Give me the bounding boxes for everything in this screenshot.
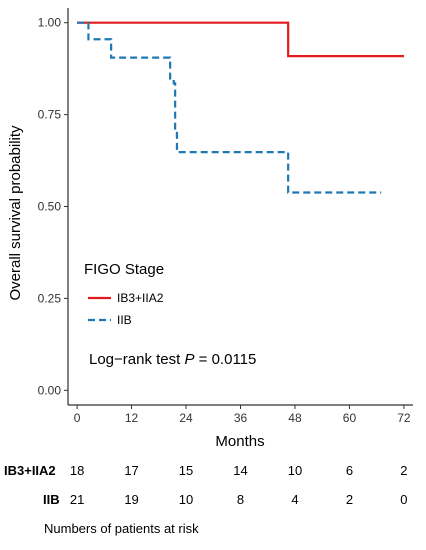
y-axis-title: Overall survival probability — [7, 125, 24, 301]
risk-cell: 10 — [288, 463, 302, 478]
risk-cell: 6 — [346, 463, 353, 478]
y-tick-label: 0.25 — [38, 291, 62, 305]
x-tick-label: 24 — [179, 411, 193, 425]
annotation-prefix: Log−rank test — [89, 351, 184, 368]
x-tick-label: 72 — [397, 411, 411, 425]
risk-table: IB3+IIA2 18 17 15 14 10 6 2 IIB 21 19 10 8 4 2 0 — [4, 463, 408, 507]
y-tick-label: 0.00 — [38, 383, 62, 397]
risk-row-name: IB3+IIA2 — [4, 463, 56, 478]
risk-cell: 21 — [70, 492, 84, 507]
annotation-suffix: = 0.0115 — [195, 351, 257, 368]
risk-cell: 14 — [233, 463, 247, 478]
x-axis-title: Months — [215, 433, 264, 450]
risk-cell: 18 — [70, 463, 84, 478]
risk-cell: 17 — [124, 463, 138, 478]
risk-cell: 19 — [124, 492, 138, 507]
legend-label: IB3+IIA2 — [117, 291, 164, 305]
x-tick-label: 12 — [125, 411, 139, 425]
risk-cell: 0 — [400, 492, 407, 507]
axes: 0 12 24 36 48 60 72 0.00 0.25 0.50 0.75 1.00 — [38, 8, 413, 425]
risk-table-title: Numbers of patients at risk — [44, 521, 199, 536]
risk-cell: 4 — [291, 492, 298, 507]
y-tick-label: 0.75 — [38, 108, 62, 122]
risk-row-name: IIB — [43, 492, 60, 507]
risk-cell: 8 — [237, 492, 244, 507]
risk-cell: 10 — [179, 492, 193, 507]
log-rank-annotation: Log−rank test P = 0.0115 — [89, 351, 256, 368]
y-tick-label: 1.00 — [38, 16, 62, 30]
annotation-p: P — [184, 351, 194, 368]
x-tick-label: 48 — [288, 411, 302, 425]
legend-title: FIGO Stage — [84, 261, 164, 278]
series-line-iib — [77, 21, 382, 194]
x-tick-label: 0 — [74, 411, 81, 425]
series-layer — [77, 21, 404, 194]
legend-label: IIB — [117, 313, 132, 327]
y-tick-label: 0.50 — [38, 200, 62, 214]
risk-cell: 2 — [346, 492, 353, 507]
x-tick-label: 60 — [343, 411, 357, 425]
x-tick-label: 36 — [234, 411, 248, 425]
risk-cell: 2 — [400, 463, 407, 478]
risk-cell: 15 — [179, 463, 193, 478]
series-line-ib3-iia2 — [77, 21, 404, 58]
legend: FIGO Stage IB3+IIA2 IIB — [84, 261, 164, 327]
